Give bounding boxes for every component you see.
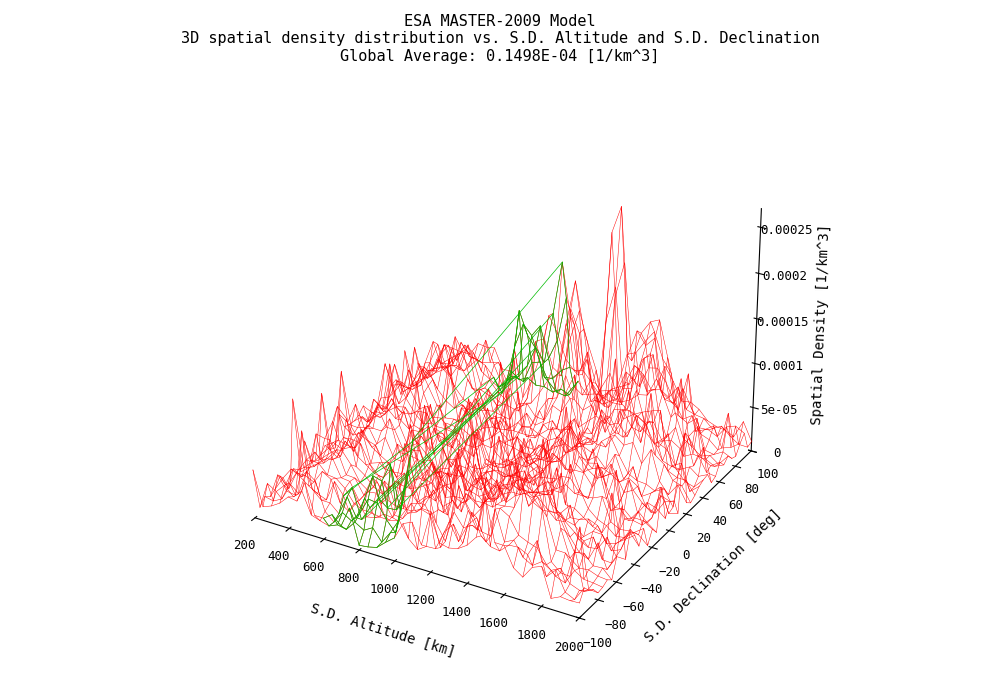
X-axis label: S.D. Altitude [km]: S.D. Altitude [km]	[309, 602, 457, 659]
Y-axis label: S.D. Declination [deg]: S.D. Declination [deg]	[642, 507, 784, 645]
Text: ESA MASTER-2009 Model
3D spatial density distribution vs. S.D. Altitude and S.D.: ESA MASTER-2009 Model 3D spatial density…	[181, 14, 819, 64]
